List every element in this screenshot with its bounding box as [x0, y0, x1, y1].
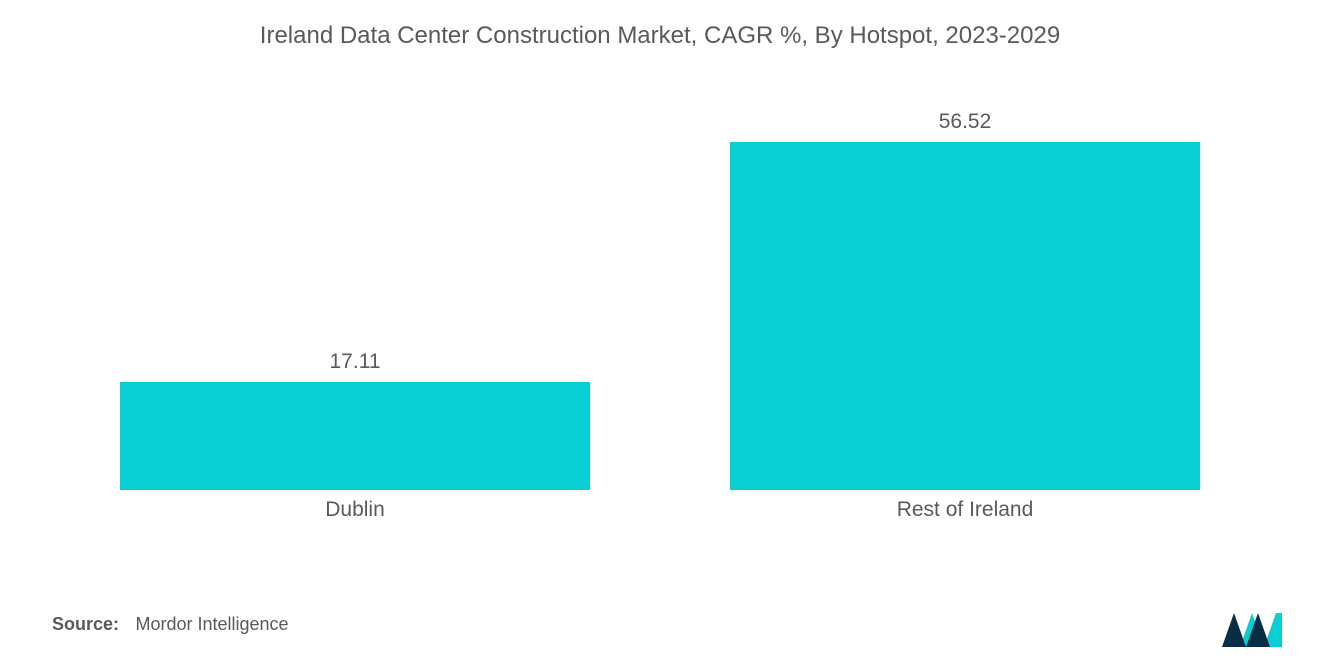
bar-value-label: 56.52: [939, 110, 992, 134]
brand-logo-icon: [1222, 607, 1282, 651]
bar-0: [120, 382, 590, 490]
category-group: Rest of Ireland: [730, 498, 1200, 522]
chart-plot-area: 17.11 56.52 Dublin Rest of Ireland: [0, 50, 1320, 665]
bar-group-0: 17.11: [120, 110, 590, 490]
bar-1: [730, 142, 1200, 490]
bar-group-1: 56.52: [730, 110, 1200, 490]
chart-title: Ireland Data Center Construction Market,…: [0, 0, 1320, 50]
category-label: Dublin: [325, 498, 385, 521]
category-label: Rest of Ireland: [897, 498, 1034, 521]
chart-container: Ireland Data Center Construction Market,…: [0, 0, 1320, 665]
bars-row: 17.11 56.52: [120, 110, 1200, 490]
source-label: Source:: [52, 614, 119, 634]
bar-value-label: 17.11: [330, 350, 381, 374]
category-row: Dublin Rest of Ireland: [120, 490, 1200, 522]
category-group: Dublin: [120, 498, 590, 522]
source-attribution: Source: Mordor Intelligence: [52, 614, 289, 635]
source-value: Mordor Intelligence: [135, 614, 288, 634]
